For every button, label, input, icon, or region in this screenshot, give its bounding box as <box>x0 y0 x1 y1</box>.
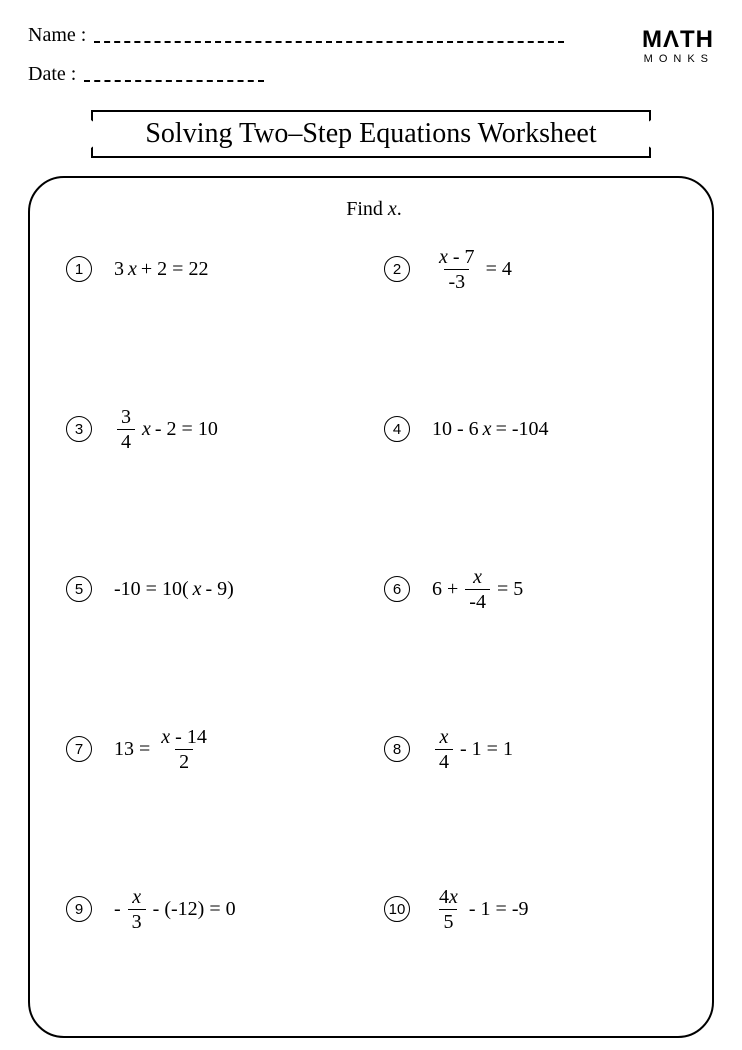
brand-logo: MΛTH MONKS <box>642 28 714 65</box>
problem-number: 2 <box>384 256 410 282</box>
problem-8: 8 x4 - 1 = 1 <box>384 725 682 773</box>
title-banner-wrap: Solving Two–Step Equations Worksheet <box>91 110 651 158</box>
equation: 3x + 2 = 22 <box>114 258 208 281</box>
equation: x4 - 1 = 1 <box>432 726 513 773</box>
date-blank-line[interactable] <box>84 80 264 82</box>
problem-number: 1 <box>66 256 92 282</box>
problem-number: 5 <box>66 576 92 602</box>
equation: -10 = 10(x - 9) <box>114 578 234 601</box>
student-fields: Name : Date : <box>28 24 642 102</box>
worksheet-title: Solving Two–Step Equations Worksheet <box>91 110 651 158</box>
equation: 34x - 2 = 10 <box>114 406 218 453</box>
name-blank-line[interactable] <box>94 41 564 43</box>
date-label: Date : <box>28 63 76 86</box>
content-box: Find x. 1 3x + 2 = 22 2 x - 7-3 = 4 3 34x - 2… <box>28 176 714 1038</box>
header: Name : Date : MΛTH MONKS <box>28 24 714 102</box>
problem-number: 4 <box>384 416 410 442</box>
problem-10: 10 4x5 - 1 = -9 <box>384 885 682 933</box>
equation: 10 - 6x = -104 <box>432 418 549 441</box>
equation: 13 = x - 142 <box>114 726 214 773</box>
problems-grid: 1 3x + 2 = 22 2 x - 7-3 = 4 3 34x - 2 = 10 4 10… <box>66 245 682 933</box>
problem-number: 3 <box>66 416 92 442</box>
problem-3: 3 34x - 2 = 10 <box>66 405 364 453</box>
problem-number: 8 <box>384 736 410 762</box>
equation: 4x5 - 1 = -9 <box>432 886 529 933</box>
problem-9: 9 - x3 - (-12) = 0 <box>66 885 364 933</box>
name-label: Name : <box>28 24 86 47</box>
problem-number: 10 <box>384 896 410 922</box>
instruction-prefix: Find <box>346 198 388 220</box>
problem-number: 9 <box>66 896 92 922</box>
problem-1: 1 3x + 2 = 22 <box>66 245 364 293</box>
equation: x - 7-3 = 4 <box>432 246 512 293</box>
name-field-row: Name : <box>28 24 642 47</box>
equation: - x3 - (-12) = 0 <box>114 886 236 933</box>
date-field-row: Date : <box>28 63 642 86</box>
problem-2: 2 x - 7-3 = 4 <box>384 245 682 293</box>
problem-7: 7 13 = x - 142 <box>66 725 364 773</box>
problem-6: 6 6 + x-4 = 5 <box>384 565 682 613</box>
equation: 6 + x-4 = 5 <box>432 566 523 613</box>
instruction: Find x. <box>66 198 682 221</box>
problem-4: 4 10 - 6x = -104 <box>384 405 682 453</box>
problem-5: 5 -10 = 10(x - 9) <box>66 565 364 613</box>
logo-text-bottom: MONKS <box>642 54 714 65</box>
logo-text-top: MΛTH <box>642 28 714 52</box>
problem-number: 6 <box>384 576 410 602</box>
problem-number: 7 <box>66 736 92 762</box>
instruction-variable: x <box>388 198 397 220</box>
instruction-suffix: . <box>397 198 402 220</box>
